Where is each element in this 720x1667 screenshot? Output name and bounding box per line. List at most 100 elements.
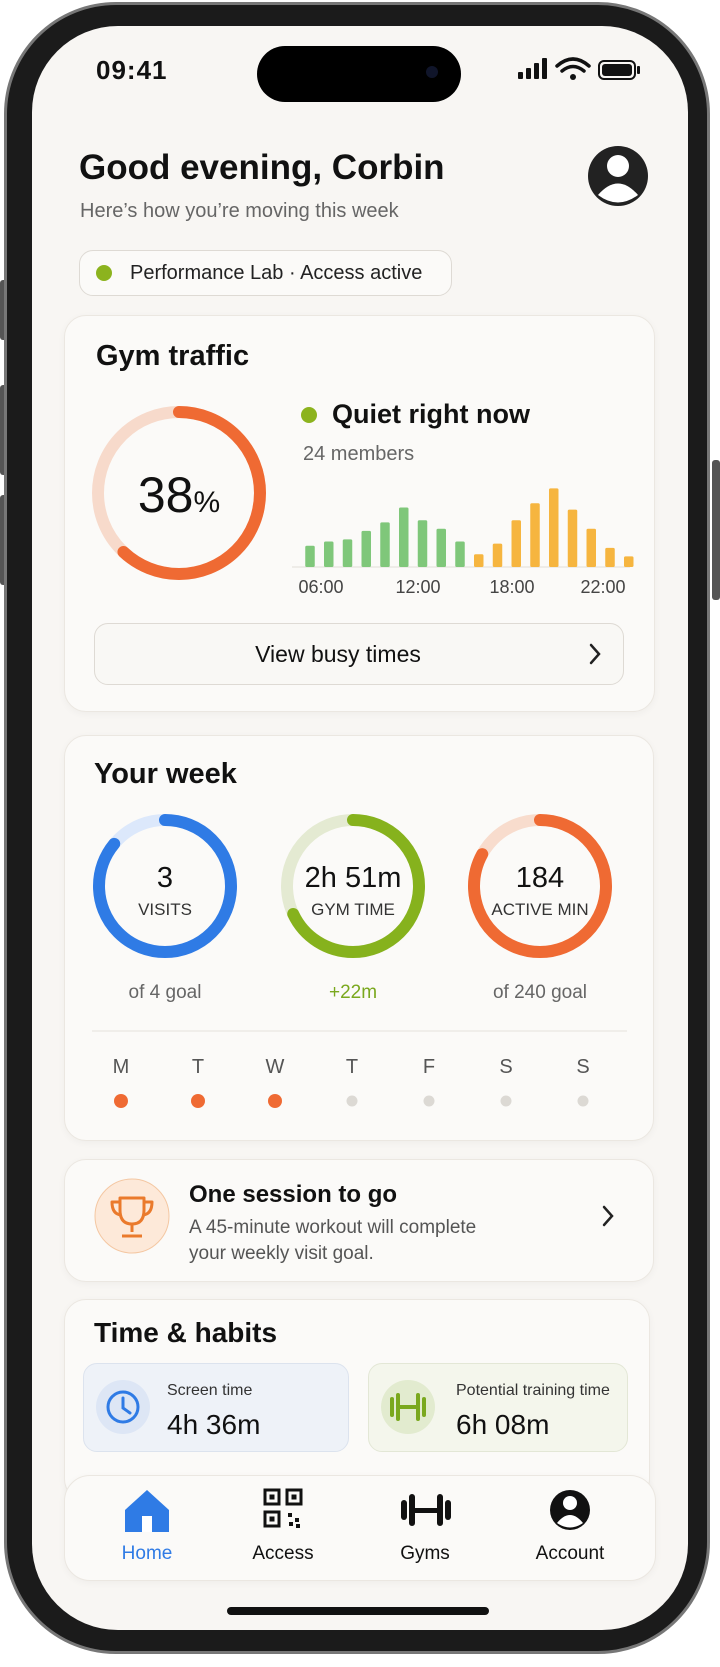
- nudge-title: One session to go: [189, 1181, 398, 1208]
- traffic-bar: [474, 554, 484, 567]
- greeting: Good evening, Corbin: [79, 148, 445, 187]
- habit-label: Potential training time: [456, 1382, 610, 1399]
- dumbbell-plate: [437, 1494, 443, 1526]
- home-icon: [125, 1490, 169, 1532]
- account-head: [563, 1496, 577, 1510]
- day-label: T: [191, 1056, 205, 1078]
- dynamic-island: [257, 46, 461, 102]
- members: 24 members: [303, 443, 415, 465]
- qr-dot: [296, 1524, 300, 1528]
- dumbbell-plate: [401, 1500, 407, 1520]
- nav-item[interactable]: [263, 1488, 303, 1528]
- signal-icon: [518, 58, 547, 79]
- qr-dot: [295, 1518, 299, 1522]
- access-pill[interactable]: [79, 250, 452, 296]
- status-time: 09:41: [96, 55, 168, 85]
- day-dot: [114, 1094, 128, 1108]
- nudge-body: A 45-minute workout will complete your w…: [189, 1217, 477, 1264]
- clock-icon: [106, 1390, 140, 1424]
- traffic-bar: [511, 520, 521, 567]
- status-dot: [96, 265, 112, 281]
- nav-label[interactable]: Account: [535, 1542, 605, 1564]
- qr-dot: [288, 1513, 292, 1517]
- battery-level: [602, 64, 632, 76]
- wifi-icon: [555, 57, 591, 73]
- ring-label: VISITS: [138, 899, 192, 919]
- busy-button-label[interactable]: View busy times: [255, 641, 421, 667]
- traffic-bar: [586, 528, 596, 567]
- dumbbell-plate: [445, 1500, 451, 1520]
- account-body: [557, 1515, 583, 1528]
- day-dot: [268, 1094, 282, 1108]
- traffic-bar: [380, 522, 390, 567]
- day-dot: [191, 1094, 205, 1108]
- percent-unit: %: [193, 486, 221, 519]
- ring-caption: +22m: [328, 981, 378, 1003]
- nav-item[interactable]: [125, 1490, 169, 1532]
- quiet-dot: [301, 407, 317, 423]
- traffic-bar: [361, 530, 371, 567]
- traffic-bar: [324, 541, 334, 567]
- day-label: F: [422, 1056, 436, 1078]
- ring-value: 184: [515, 861, 565, 894]
- traffic-percent: 38%: [138, 470, 220, 520]
- battery-tip: [637, 66, 640, 74]
- week-card: [64, 735, 654, 1141]
- avatar-body: [598, 183, 638, 203]
- traffic-bar: [492, 543, 503, 567]
- ring-arc: [281, 814, 425, 958]
- habit-label: Screen time: [167, 1382, 253, 1399]
- day-label: T: [345, 1056, 359, 1078]
- qr-dot: [269, 1494, 275, 1500]
- day-dot: [423, 1095, 435, 1107]
- side-button: [712, 460, 720, 600]
- access-text: Performance Lab · Access active: [130, 262, 423, 284]
- avatar-head: [607, 155, 629, 177]
- camera: [426, 66, 438, 78]
- week-title: Your week: [94, 758, 237, 790]
- busy-button[interactable]: [94, 623, 624, 685]
- habit-value: 4h 36m: [167, 1409, 261, 1440]
- home-door: [142, 1516, 152, 1532]
- qr-dot: [289, 1522, 293, 1526]
- traffic-bar: [567, 509, 578, 567]
- nav-label[interactable]: Home: [121, 1542, 173, 1564]
- time-label: 22:00: [580, 577, 626, 597]
- day-label: M: [112, 1056, 130, 1078]
- qr-dot: [269, 1516, 275, 1522]
- traffic-bar: [436, 528, 446, 567]
- chevron: [589, 643, 601, 665]
- ring-value: 3: [156, 861, 174, 894]
- qr-block: [263, 1488, 281, 1506]
- nav-label[interactable]: Gyms: [400, 1542, 450, 1564]
- traffic-bar: [624, 556, 634, 567]
- clock-hands: [121, 1396, 132, 1415]
- qr-block: [285, 1488, 303, 1506]
- traffic-bar: [605, 547, 615, 567]
- day-label: S: [499, 1056, 513, 1078]
- traffic-bar: [549, 488, 559, 567]
- nav-item[interactable]: [401, 1494, 451, 1526]
- ring-label: ACTIVE MIN: [491, 899, 589, 919]
- percent-value: 38: [137, 467, 194, 523]
- nav-item[interactable]: [550, 1490, 590, 1530]
- trophy-badge: [94, 1178, 170, 1254]
- day-dot: [577, 1095, 589, 1107]
- traffic-bar: [399, 507, 409, 567]
- subtitle: Here’s how you’re moving this week: [80, 200, 399, 222]
- time-label: 12:00: [395, 577, 441, 597]
- nav-label[interactable]: Access: [252, 1542, 314, 1564]
- traffic-bar: [455, 541, 465, 567]
- dumbbell-bar: [415, 1508, 437, 1513]
- ring-arc: [468, 814, 612, 958]
- day-dot: [346, 1095, 358, 1107]
- habit-card-screen: [83, 1363, 349, 1452]
- time-label: 06:00: [298, 577, 344, 597]
- qr-block: [263, 1510, 281, 1528]
- ring-arc: [93, 814, 237, 958]
- dumbbell-plate: [409, 1494, 415, 1526]
- ring-arc: [92, 406, 266, 580]
- day-label: S: [576, 1056, 590, 1078]
